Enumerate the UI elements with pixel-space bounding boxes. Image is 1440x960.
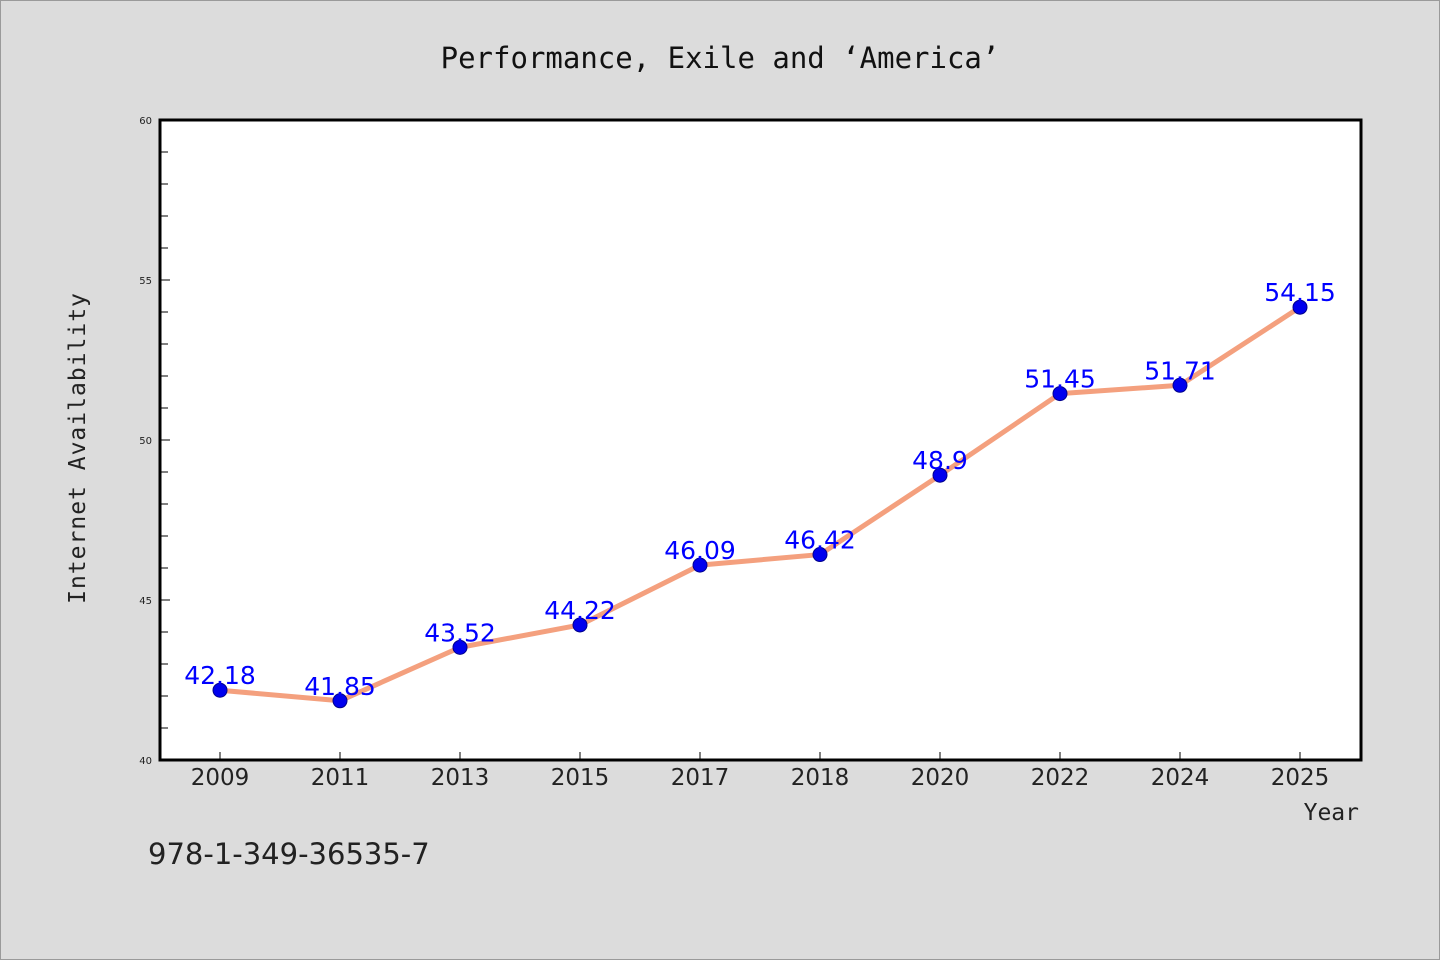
series-line — [217, 304, 1303, 704]
data-label: 46.42 — [784, 526, 856, 555]
x-tick-label: 2017 — [671, 765, 730, 791]
data-label: 54.15 — [1264, 278, 1336, 307]
x-axis-label: Year — [1304, 800, 1359, 826]
data-label: 42.18 — [184, 661, 256, 690]
x-tick-label: 2013 — [431, 765, 490, 791]
data-point — [572, 617, 588, 633]
data-label: 43.52 — [424, 618, 496, 647]
data-labels: 42.18 41.85 43.52 44.22 46.09 46.42 48.9 51.45 5… — [184, 278, 1336, 701]
x-tick-label: 2009 — [191, 765, 250, 791]
data-point — [1172, 377, 1188, 393]
data-point — [1292, 299, 1308, 315]
isbn-text: 978-1-349-36535-7 — [148, 837, 430, 871]
y-tick-label: 40 — [139, 756, 152, 767]
data-point — [692, 557, 708, 573]
x-axis: 2009 2011 2013 2015 2017 2018 2020 2022 2024 2025 — [191, 752, 1330, 791]
chart-title: Performance, Exile and ‘America’ — [441, 41, 1000, 75]
data-label: 41.85 — [304, 672, 376, 701]
data-label: 46.09 — [664, 536, 736, 565]
y-axis-label: Internet Availability — [65, 292, 91, 604]
y-tick-label: 45 — [139, 596, 152, 607]
data-point — [212, 682, 228, 698]
y-axis: 40 45 50 55 60 — [139, 116, 170, 767]
data-points — [212, 299, 1308, 709]
x-tick-label: 2020 — [911, 765, 970, 791]
x-tick-label: 2011 — [311, 765, 370, 791]
data-label: 44.22 — [544, 596, 616, 625]
y-tick-label: 55 — [139, 276, 152, 287]
y-tick-label: 50 — [139, 436, 152, 447]
x-tick-label: 2024 — [1151, 765, 1210, 791]
data-label: 48.9 — [912, 446, 968, 475]
data-point — [332, 693, 348, 709]
plot-area — [158, 118, 1363, 762]
data-point — [1052, 386, 1068, 402]
data-point — [932, 467, 948, 483]
y-tick-label: 60 — [139, 116, 152, 127]
x-tick-label: 2015 — [551, 765, 610, 791]
data-point — [812, 547, 828, 563]
data-label: 51.71 — [1144, 356, 1216, 385]
data-label: 51.45 — [1024, 365, 1096, 394]
x-tick-label: 2022 — [1031, 765, 1090, 791]
x-tick-label: 2018 — [791, 765, 850, 791]
data-point — [452, 639, 468, 655]
x-tick-label: 2025 — [1271, 765, 1330, 791]
